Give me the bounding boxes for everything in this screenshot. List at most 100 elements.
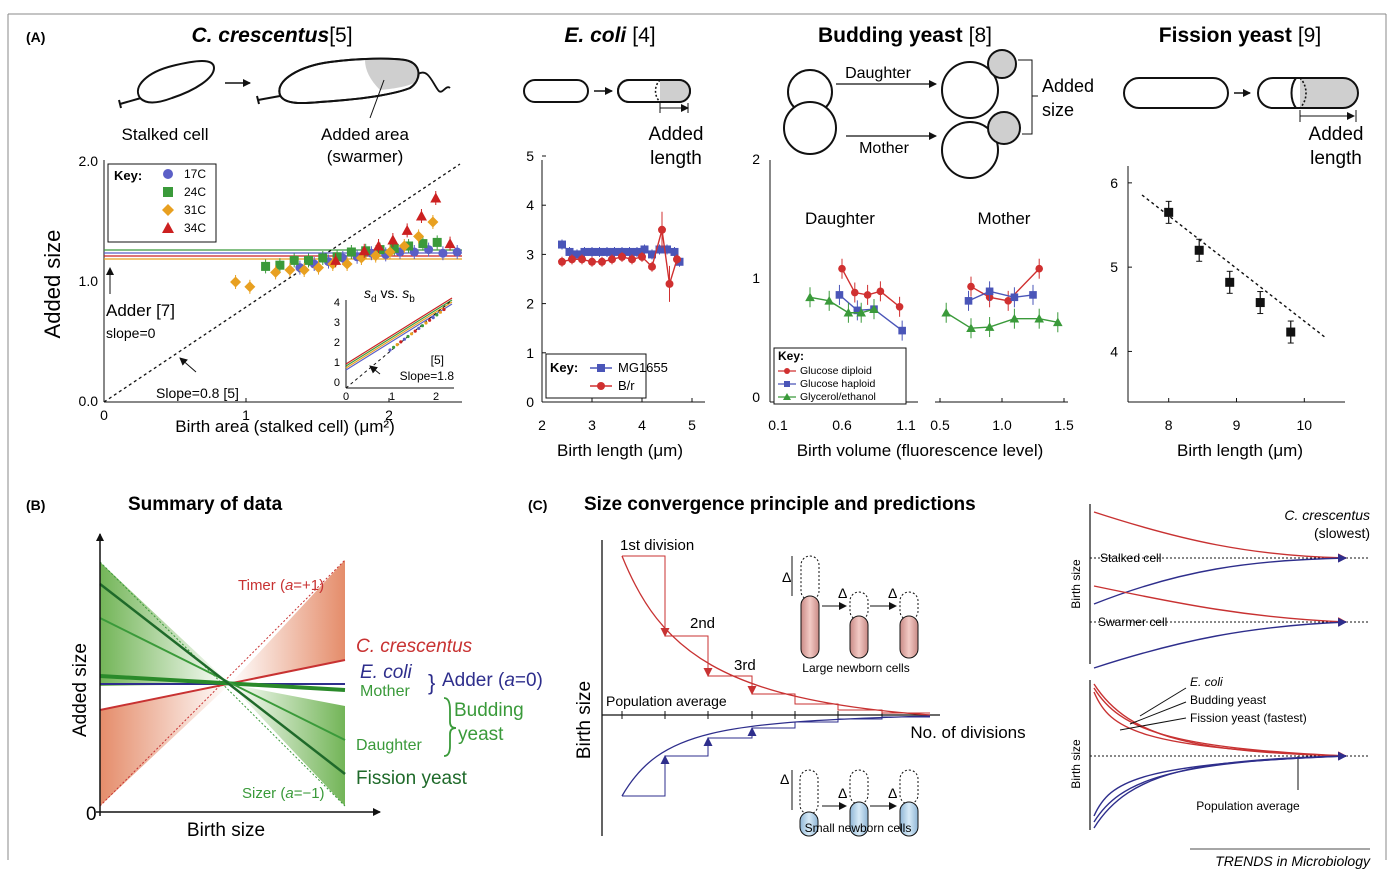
ec-ytick-4: 4 (526, 197, 534, 213)
c-delta-6: Δ (888, 785, 897, 801)
panel-c-left (601, 540, 940, 837)
inset-ytick-4: 4 (334, 297, 340, 309)
b-ecoli-label: E. coli (360, 662, 413, 683)
c-rt-slowest: (slowest) (1314, 525, 1370, 541)
by-point-daughter (805, 292, 815, 302)
by-legend-label: Glucose haploid (800, 378, 875, 390)
by-xtick-m-1.5: 1.5 (1054, 417, 1074, 433)
cc-marks (230, 191, 462, 294)
by-point-daughter (851, 288, 859, 297)
timer-region-left (100, 684, 230, 806)
b-ylabel: Added size (70, 643, 91, 737)
title-budding-yeast: Budding yeast [8] (818, 24, 992, 47)
c-delta-1: Δ (782, 569, 791, 585)
panel-b-label: (B) (26, 497, 45, 513)
b-mother-label: Mother (360, 683, 410, 700)
title-c-cres-ref: [5] (329, 24, 352, 47)
ec-xtick-2: 2 (538, 417, 546, 433)
ec-point-MG1655 (655, 245, 664, 254)
inset-dot (402, 337, 406, 341)
inset-xtick-2: 2 (433, 391, 439, 403)
c-ylabel: Birth size (574, 681, 595, 759)
ec-xlabel: Birth length (μm) (557, 441, 683, 460)
ec-legend-marker-B/r (597, 382, 605, 390)
c-rb-ylabel: Birth size (1069, 739, 1083, 789)
c-small-label: Small newborn cells (805, 821, 912, 835)
swarmer-area (365, 58, 420, 90)
cc-legend (107, 163, 217, 243)
cc-point-34C (330, 254, 342, 265)
cc-point-31C (413, 230, 425, 242)
cc-point-34C (373, 240, 385, 251)
inset-dots (388, 307, 446, 352)
ec-point-B/r (558, 257, 566, 266)
by-point-mother (966, 323, 976, 333)
cc-point-24C (261, 261, 271, 271)
timer-region-right (230, 560, 345, 684)
inset-dot (442, 307, 446, 312)
by-marks (805, 258, 1063, 341)
inset-dot (395, 343, 399, 347)
cc-point-31C (341, 258, 353, 270)
ec-xtick-4: 4 (638, 417, 646, 433)
c-first-label: 1st division (620, 537, 694, 554)
cc-point-34C (415, 210, 427, 221)
by-point-mother (1004, 297, 1012, 305)
c-pop-avg-label: Population average (606, 693, 727, 709)
panel-b-diagram (96, 533, 381, 816)
inset-dot (388, 348, 392, 352)
by-point-daughter (853, 306, 862, 315)
cc-legend-label-17C: 17C (184, 167, 206, 181)
fission-cell-small (1123, 77, 1229, 109)
b-budding-label: Budding (454, 700, 524, 721)
inset-dot (431, 316, 435, 320)
fy-xtick-8: 8 (1165, 417, 1173, 433)
by-line-daughter (838, 294, 903, 332)
cc-point-24C (275, 260, 285, 270)
by-xtick-d-1.1: 1.1 (896, 417, 916, 433)
bud-mother-label: Mother (859, 140, 909, 157)
by-point-mother (1034, 313, 1044, 323)
chart-c-crescentus: Added size Birth area (stalked cell) (μm… (40, 153, 462, 436)
cc-adder-slope: slope=0 (106, 325, 156, 341)
cc-point-31C (270, 266, 282, 278)
stalked-cell-shape (137, 60, 216, 104)
ec-point-MG1655 (565, 247, 574, 256)
by-legend-marker (784, 368, 790, 374)
c-large-label: Large newborn cells (802, 661, 909, 675)
fy-ytick-4: 4 (1110, 343, 1118, 359)
cc-xtick-2: 2 (385, 407, 393, 423)
fission-line (99, 583, 346, 775)
ec-point-B/r (628, 255, 636, 264)
b-brace-adder: } (428, 670, 435, 695)
inset-dot (428, 318, 432, 322)
inset-ytick-0: 0 (334, 377, 340, 389)
cc-point-31C (244, 281, 256, 293)
ec-point-B/r (665, 279, 674, 288)
by-xlabel: Birth volume (fluorescence level) (797, 441, 1044, 460)
fy-ticks: 4 5 6 8 9 10 (1110, 175, 1312, 433)
cc-point-24C (318, 253, 328, 263)
ec-marks (558, 211, 684, 302)
by-point-mother (1010, 293, 1019, 302)
title-ecoli-ref: [4] (632, 24, 655, 47)
fission-length-label: length (1310, 148, 1362, 169)
b-fission-label: Fission yeast (356, 768, 468, 789)
fy-point (1225, 277, 1235, 287)
c-rt-species: C. crescentus (1284, 507, 1370, 523)
c-cres-schematic (118, 57, 451, 119)
ec-ytick-3: 3 (526, 246, 534, 262)
c-rt-swarmer: Swarmer cell (1098, 615, 1167, 629)
c-xlabel: No. of divisions (910, 723, 1025, 742)
by-group-mother: Mother (978, 209, 1031, 228)
chart-budding-yeast: 2 1 0 0.1 0.6 1.1 0.5 1.0 1.5 Daughter Mother… (752, 151, 1074, 460)
c-rb-fission: Fission yeast (fastest) (1190, 711, 1307, 725)
ec-point-MG1655 (663, 245, 671, 254)
by-line-daughter (841, 268, 901, 308)
c-delta-2: Δ (838, 585, 847, 601)
by-point-mother (985, 287, 994, 296)
b-adder-label: Adder (a=0) (442, 670, 543, 691)
mother-line (99, 674, 346, 692)
inset-dot (399, 340, 403, 344)
